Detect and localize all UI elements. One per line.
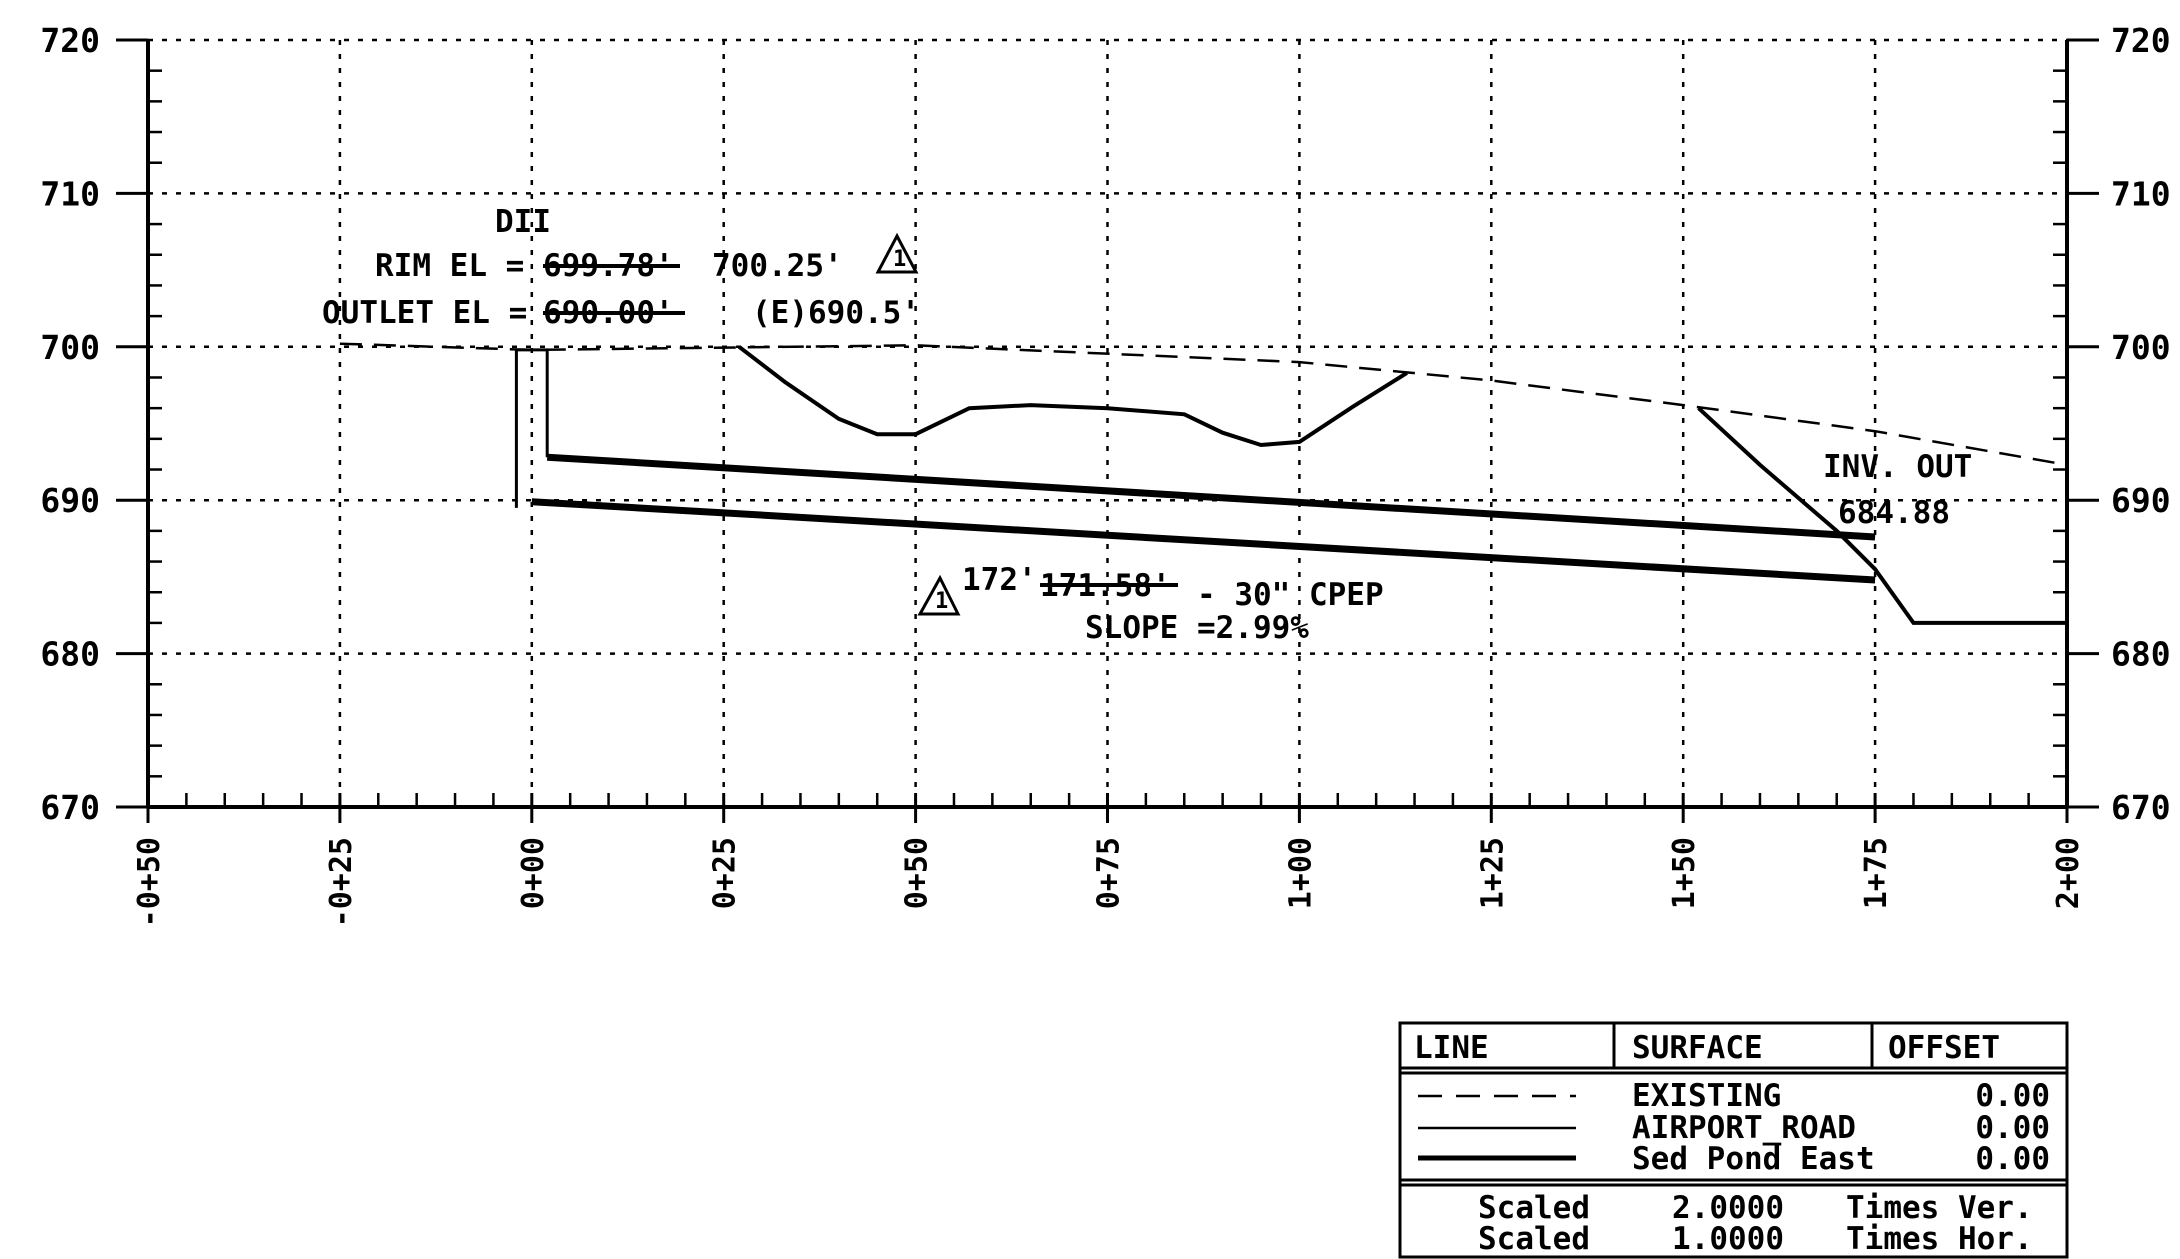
- series-sed-pond-east: [531, 498, 1876, 584]
- revision-number: 1: [935, 589, 948, 614]
- legend-border: [1398, 1021, 2069, 1259]
- legend-header-offset: OFFSET: [1888, 1030, 2000, 1066]
- y-axis-labels: 670 670 680 680 690 690 700 700 710 710 720 720: [40, 21, 2170, 827]
- y-tick-label-right: 720: [2111, 21, 2171, 60]
- x-tick-label: 0+75: [1092, 837, 1127, 909]
- series-sed-pond-east: [546, 453, 1876, 541]
- x-tick-label: 0+00: [516, 837, 551, 909]
- legend-surface-sed-pond-east: Sed Pond East: [1632, 1141, 1875, 1177]
- y-tick-label-right: 690: [2111, 481, 2171, 520]
- x-tick-label: -0+25: [324, 837, 359, 927]
- revision-number: 1: [893, 247, 906, 272]
- scale-value-horizontal: 1.0000: [1672, 1221, 1784, 1257]
- annotations: DII RIM EL = 699.78' 700.25' 1 OUTLET EL…: [322, 204, 1972, 646]
- y-tick-label-right: 710: [2111, 174, 2171, 213]
- legend-offset-airport-road: 0.00: [1975, 1110, 2050, 1146]
- pipe-length-prefix: 172': [962, 562, 1037, 598]
- legend-header-surface: SURFACE: [1632, 1030, 1763, 1066]
- pipe-slope: SLOPE =2.99%: [1085, 610, 1309, 646]
- legend-offset-existing: 0.00: [1975, 1078, 2050, 1114]
- x-tick-label: 1+75: [1859, 837, 1894, 909]
- legend-offset-sed-pond-east: 0.00: [1975, 1141, 2050, 1177]
- rim-label: RIM EL =: [375, 248, 524, 284]
- invert-out-label: INV. OUT: [1823, 449, 1972, 485]
- rim-value: 700.25': [712, 248, 843, 284]
- scale-unit-horizontal: Times Hor.: [1846, 1221, 2033, 1257]
- y-tick-label-left: 700: [40, 328, 100, 367]
- series-airport-road: [1697, 406, 2067, 625]
- y-tick-label-left: 720: [40, 21, 100, 60]
- x-tick-label: 2+00: [2051, 837, 2086, 909]
- series-structure: [514, 348, 549, 508]
- x-tick-label: 0+50: [900, 837, 935, 909]
- series-existing: [339, 342, 2068, 467]
- invert-out-value: 684.88: [1838, 495, 1950, 531]
- scale-unit-vertical: Times Ver.: [1846, 1190, 2033, 1226]
- x-tick-label: 1+50: [1667, 837, 1702, 909]
- legend-header-line: LINE: [1414, 1030, 1489, 1066]
- series-airport-road: [737, 345, 1408, 448]
- x-tick-label: 1+00: [1283, 837, 1318, 909]
- y-tick-label-right: 700: [2111, 328, 2171, 367]
- axis-ticks: [116, 38, 2099, 823]
- y-tick-label-right: 680: [2111, 635, 2171, 674]
- revision-triangle-icon: [875, 232, 919, 274]
- structure-name: DII: [495, 204, 551, 240]
- legend-surface-airport-road: AIRPORT_ROAD: [1632, 1110, 1856, 1146]
- x-tick-label: 1+25: [1475, 837, 1510, 909]
- outlet-value: (E)690.5': [752, 295, 920, 331]
- legend-box: LINE SURFACE OFFSET EXISTING 0.00 AIRPOR…: [1398, 1021, 2069, 1259]
- y-tick-label-left: 690: [40, 481, 100, 520]
- y-tick-label-right: 670: [2111, 788, 2171, 827]
- y-tick-label-left: 710: [40, 174, 100, 213]
- x-tick-label: -0+50: [132, 837, 167, 927]
- pipe-description: - 30" CPEP: [1197, 577, 1384, 613]
- outlet-label: OUTLET EL =: [322, 295, 527, 331]
- scale-label-vertical: Scaled: [1478, 1190, 1590, 1226]
- y-tick-label-left: 680: [40, 635, 100, 674]
- scale-value-vertical: 2.0000: [1672, 1190, 1784, 1226]
- x-axis-labels: -0+50 -0+25 0+00 0+25 0+50 0+75 1+00 1+25 1+50 1+…: [132, 837, 2086, 927]
- legend-surface-existing: EXISTING: [1632, 1078, 1781, 1114]
- profile-series: [339, 342, 2068, 625]
- grid-lines: [148, 38, 2067, 807]
- scale-label-horizontal: Scaled: [1478, 1221, 1590, 1257]
- revision-triangle-icon: [917, 574, 961, 616]
- y-tick-label-left: 670: [40, 788, 100, 827]
- x-tick-label: 0+25: [708, 837, 743, 909]
